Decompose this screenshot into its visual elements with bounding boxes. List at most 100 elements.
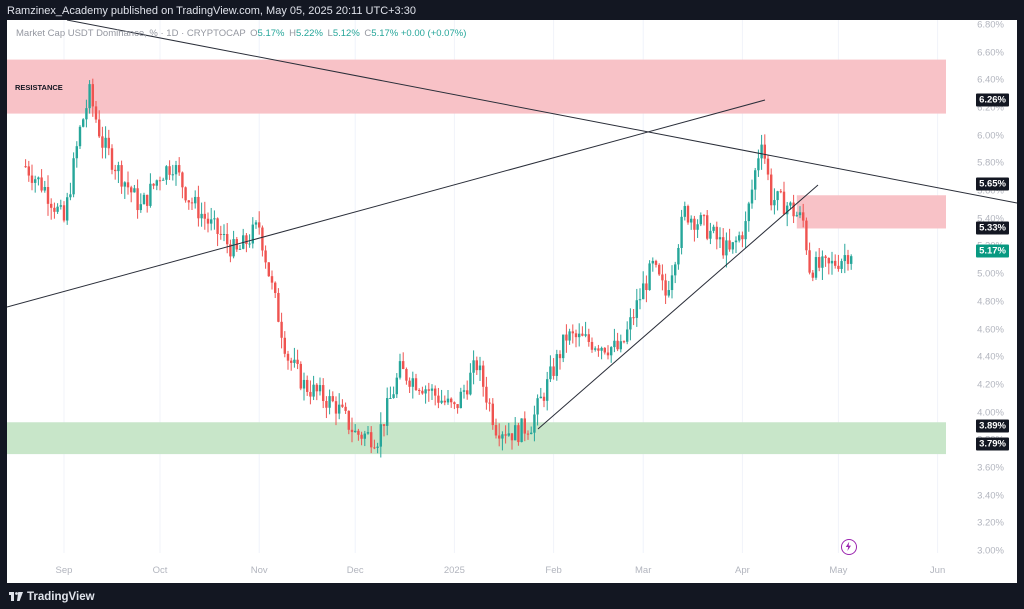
candle-body bbox=[290, 360, 293, 363]
candle-body bbox=[398, 361, 402, 378]
candle-body bbox=[434, 388, 437, 396]
candle-body bbox=[482, 365, 485, 387]
candle-body bbox=[565, 334, 568, 341]
price-tick-label: 3.60% bbox=[977, 462, 1004, 474]
candle-body bbox=[158, 180, 162, 182]
candle-body bbox=[219, 233, 222, 235]
candle-body bbox=[181, 172, 184, 188]
candle-body bbox=[238, 248, 242, 250]
time-tick-label: May bbox=[829, 565, 848, 576]
candle-body bbox=[664, 280, 667, 296]
candle-body bbox=[683, 206, 686, 217]
candle-body bbox=[661, 274, 664, 281]
candle-body bbox=[139, 204, 142, 211]
candle-body bbox=[133, 188, 136, 193]
candle-body bbox=[389, 397, 392, 399]
candle-body bbox=[747, 203, 750, 222]
price-tick-label: 4.00% bbox=[977, 407, 1004, 419]
candle-body bbox=[360, 434, 363, 439]
close-value: 5.17% bbox=[371, 28, 399, 39]
price-tick-label: 6.20% bbox=[977, 102, 1004, 114]
publisher-info: Ramzinex_Academy published on TradingVie… bbox=[7, 5, 416, 17]
price-chart[interactable] bbox=[7, 20, 1017, 583]
candle-body bbox=[786, 205, 789, 215]
candle-body bbox=[386, 398, 389, 426]
tradingview-logo[interactable]: TradingView bbox=[9, 591, 95, 603]
candle-body bbox=[827, 258, 830, 264]
candle-body bbox=[616, 340, 619, 350]
candle-body bbox=[821, 256, 824, 268]
candle-body bbox=[600, 347, 603, 351]
price-tick-label: 5.80% bbox=[977, 157, 1004, 169]
candle-body bbox=[530, 432, 533, 435]
candle-body bbox=[578, 333, 581, 338]
candle-body bbox=[216, 218, 219, 234]
candle-body bbox=[456, 404, 459, 409]
candle-body bbox=[443, 400, 446, 403]
lightning-icon[interactable] bbox=[841, 539, 857, 555]
candle-body bbox=[619, 341, 622, 350]
candle-body bbox=[562, 334, 565, 359]
candle-body bbox=[334, 401, 338, 414]
candle-body bbox=[370, 432, 373, 448]
candle-body bbox=[766, 158, 770, 175]
price-tick-label: 4.20% bbox=[977, 379, 1004, 391]
candle-body bbox=[110, 148, 114, 170]
candle-body bbox=[203, 213, 206, 219]
candle-body bbox=[296, 359, 299, 364]
candle-body bbox=[354, 430, 357, 433]
candle-body bbox=[517, 425, 520, 443]
symbol-title: Market Cap USDT Dominance, % · 1D · CRYP… bbox=[16, 28, 246, 39]
candle-body bbox=[24, 166, 27, 168]
time-tick-label: Oct bbox=[152, 565, 168, 576]
candle-body bbox=[213, 218, 216, 220]
price-badge: 3.89% bbox=[976, 419, 1009, 433]
candle-body bbox=[248, 243, 251, 245]
candle-body bbox=[299, 363, 302, 389]
candle-body bbox=[453, 402, 456, 405]
candle-body bbox=[750, 189, 754, 204]
chart-area[interactable]: Market Cap USDT Dominance, % · 1D · CRYP… bbox=[7, 20, 1017, 583]
candle-body bbox=[584, 334, 587, 336]
candle-body bbox=[120, 165, 123, 187]
candle-body bbox=[712, 226, 715, 231]
candle-body bbox=[283, 337, 286, 354]
candle-body bbox=[533, 414, 536, 433]
candle-body bbox=[88, 84, 91, 109]
candle-body bbox=[114, 169, 117, 172]
candle-body bbox=[187, 200, 190, 203]
candle-body bbox=[699, 215, 702, 225]
candle-body bbox=[629, 317, 632, 330]
candle-body bbox=[706, 215, 709, 239]
candle-body bbox=[344, 406, 347, 411]
candle-body bbox=[226, 234, 229, 245]
candle-body bbox=[94, 106, 98, 120]
candle-body bbox=[405, 369, 408, 381]
candle-body bbox=[379, 424, 382, 447]
candle-body bbox=[40, 177, 43, 191]
candle-body bbox=[62, 205, 66, 221]
candle-body bbox=[309, 391, 312, 397]
candle-body bbox=[597, 348, 600, 351]
candle-body bbox=[261, 227, 264, 251]
candle-body bbox=[491, 403, 494, 426]
candle-body bbox=[846, 255, 850, 264]
resistance-zone bbox=[7, 59, 946, 114]
high-label: H bbox=[289, 28, 296, 39]
candle-body bbox=[542, 396, 546, 401]
candle-body bbox=[101, 136, 104, 148]
candle-body bbox=[690, 218, 693, 223]
support-zone bbox=[7, 422, 946, 455]
candle-body bbox=[581, 333, 584, 336]
candle-body bbox=[850, 256, 853, 264]
price-tick-label: 3.00% bbox=[977, 545, 1004, 557]
candle-body bbox=[395, 377, 398, 395]
candle-body bbox=[232, 239, 235, 257]
candle-body bbox=[648, 263, 651, 291]
candle-body bbox=[552, 366, 555, 376]
candle-body bbox=[568, 331, 571, 341]
candle-body bbox=[715, 226, 718, 240]
candle-body bbox=[267, 262, 270, 277]
candle-body bbox=[424, 389, 427, 394]
candle-body bbox=[760, 144, 763, 159]
